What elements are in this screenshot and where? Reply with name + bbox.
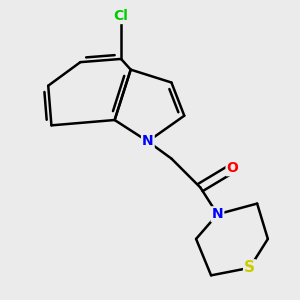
Text: N: N	[142, 134, 154, 148]
Text: N: N	[212, 207, 223, 221]
Text: Cl: Cl	[114, 9, 128, 23]
Text: O: O	[226, 161, 238, 175]
Text: S: S	[244, 260, 255, 275]
